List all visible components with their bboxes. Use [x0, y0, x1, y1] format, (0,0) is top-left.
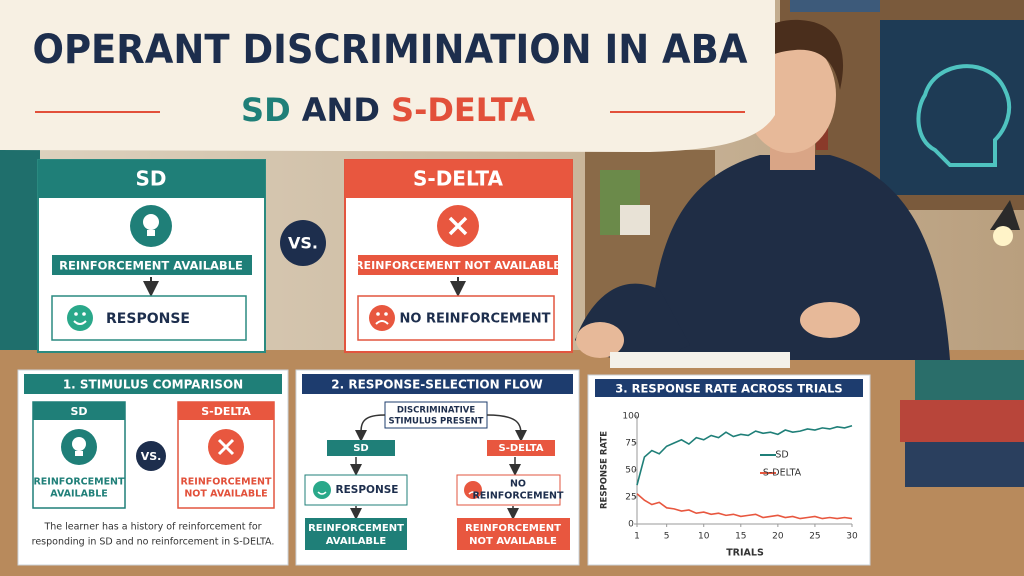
vs-badge	[280, 220, 326, 266]
y-axis-label: RESPONSE RATE	[600, 431, 610, 509]
x-tick-label: 5	[664, 532, 670, 542]
x-tick-label: 25	[809, 532, 820, 542]
book	[915, 360, 1024, 400]
outcome: RESPONSE	[106, 311, 190, 327]
flow-text: REINFORCEMENT	[472, 491, 564, 502]
series-line	[636, 424, 853, 486]
x-tick-label: 20	[772, 532, 784, 542]
poster	[880, 20, 1024, 195]
poster-head	[916, 64, 1012, 167]
flow-text: NO	[510, 479, 526, 490]
mini-title: S-DELTA	[201, 405, 251, 418]
x-tick-label: 10	[698, 532, 710, 542]
outcome: NO REINFORCEMENT	[400, 312, 551, 327]
y-tick-label: 25	[625, 493, 636, 503]
subtitle-part: S-DELTA	[391, 91, 535, 129]
y-tick-label: 75	[625, 439, 636, 449]
card-header	[38, 160, 265, 198]
vs-badge	[136, 441, 166, 471]
shirt	[650, 155, 950, 360]
legend-label: SD	[775, 450, 788, 461]
header-bg	[0, 0, 775, 152]
flow-node	[487, 440, 555, 456]
vs: VS.	[288, 234, 318, 253]
panel-title: 1. STIMULUS COMPARISON	[63, 378, 243, 392]
panel-header	[302, 374, 573, 394]
condition-bar	[52, 255, 252, 275]
flow-text: S-DELTA	[499, 443, 544, 454]
flow-text: NOT AVAILABLE	[469, 536, 557, 547]
panel-header	[595, 379, 863, 397]
condition: REINFORCEMENT NOT AVAILABLE	[355, 259, 561, 272]
arrow	[486, 414, 527, 442]
flow-text: REINFORCEMENT	[465, 523, 561, 534]
x-tick-label: 15	[735, 532, 746, 542]
card-header	[345, 160, 572, 198]
legend-label: S-DELTA	[763, 468, 802, 479]
mini-line: NOT AVAILABLE	[184, 489, 267, 500]
card-title: SD	[135, 167, 166, 191]
panel-header	[24, 374, 282, 394]
y-tick-label: 100	[622, 412, 639, 422]
mini-line: REINFORCEMENT	[180, 477, 272, 488]
subtitle-part: AND	[302, 91, 380, 129]
flow-text: AVAILABLE	[326, 536, 387, 547]
flow-text: REINFORCEMENT	[308, 523, 404, 534]
smile-icon	[313, 481, 331, 499]
subtitle: SD AND S-DELTA	[241, 91, 535, 129]
panel-title: 2. RESPONSE-SELECTION FLOW	[331, 378, 542, 392]
flow-text: SD	[353, 443, 369, 454]
x-tick-label: 1	[634, 532, 640, 542]
flow-text: STIMULUS PRESENT	[389, 417, 484, 427]
sad-icon	[464, 481, 482, 499]
y-tick-label: 50	[625, 466, 637, 476]
condition-bar	[358, 255, 558, 275]
mini-line: AVAILABLE	[50, 489, 108, 500]
condition: REINFORCEMENT AVAILABLE	[59, 259, 243, 273]
note: The learner has a history of reinforceme…	[43, 522, 261, 533]
smile-icon	[67, 305, 93, 331]
flow-node	[457, 518, 570, 550]
flow-node	[327, 440, 395, 456]
title: OPERANT DISCRIMINATION IN ABA	[33, 27, 748, 73]
flow-text: DISCRIMINATIVE	[397, 406, 475, 416]
sad-icon	[369, 305, 395, 331]
note: responding in SD and no reinforcement in…	[32, 537, 275, 548]
flow-text: RESPONSE	[336, 484, 399, 496]
vs: VS.	[141, 450, 162, 463]
teal-wall	[0, 150, 40, 360]
y-tick-label: 0	[628, 520, 634, 530]
mini-line: REINFORCEMENT	[33, 477, 125, 488]
x-tick-label: 30	[846, 532, 858, 542]
x-axis-label: TRIALS	[726, 548, 764, 559]
flow-node	[305, 518, 407, 550]
mini-title: SD	[70, 405, 87, 418]
subtitle-part: SD	[241, 91, 291, 129]
series-line	[636, 493, 853, 520]
chart-title: 3. RESPONSE RATE ACROSS TRIALS	[615, 382, 842, 396]
arrow	[354, 414, 386, 442]
card-title: S-DELTA	[413, 167, 503, 191]
